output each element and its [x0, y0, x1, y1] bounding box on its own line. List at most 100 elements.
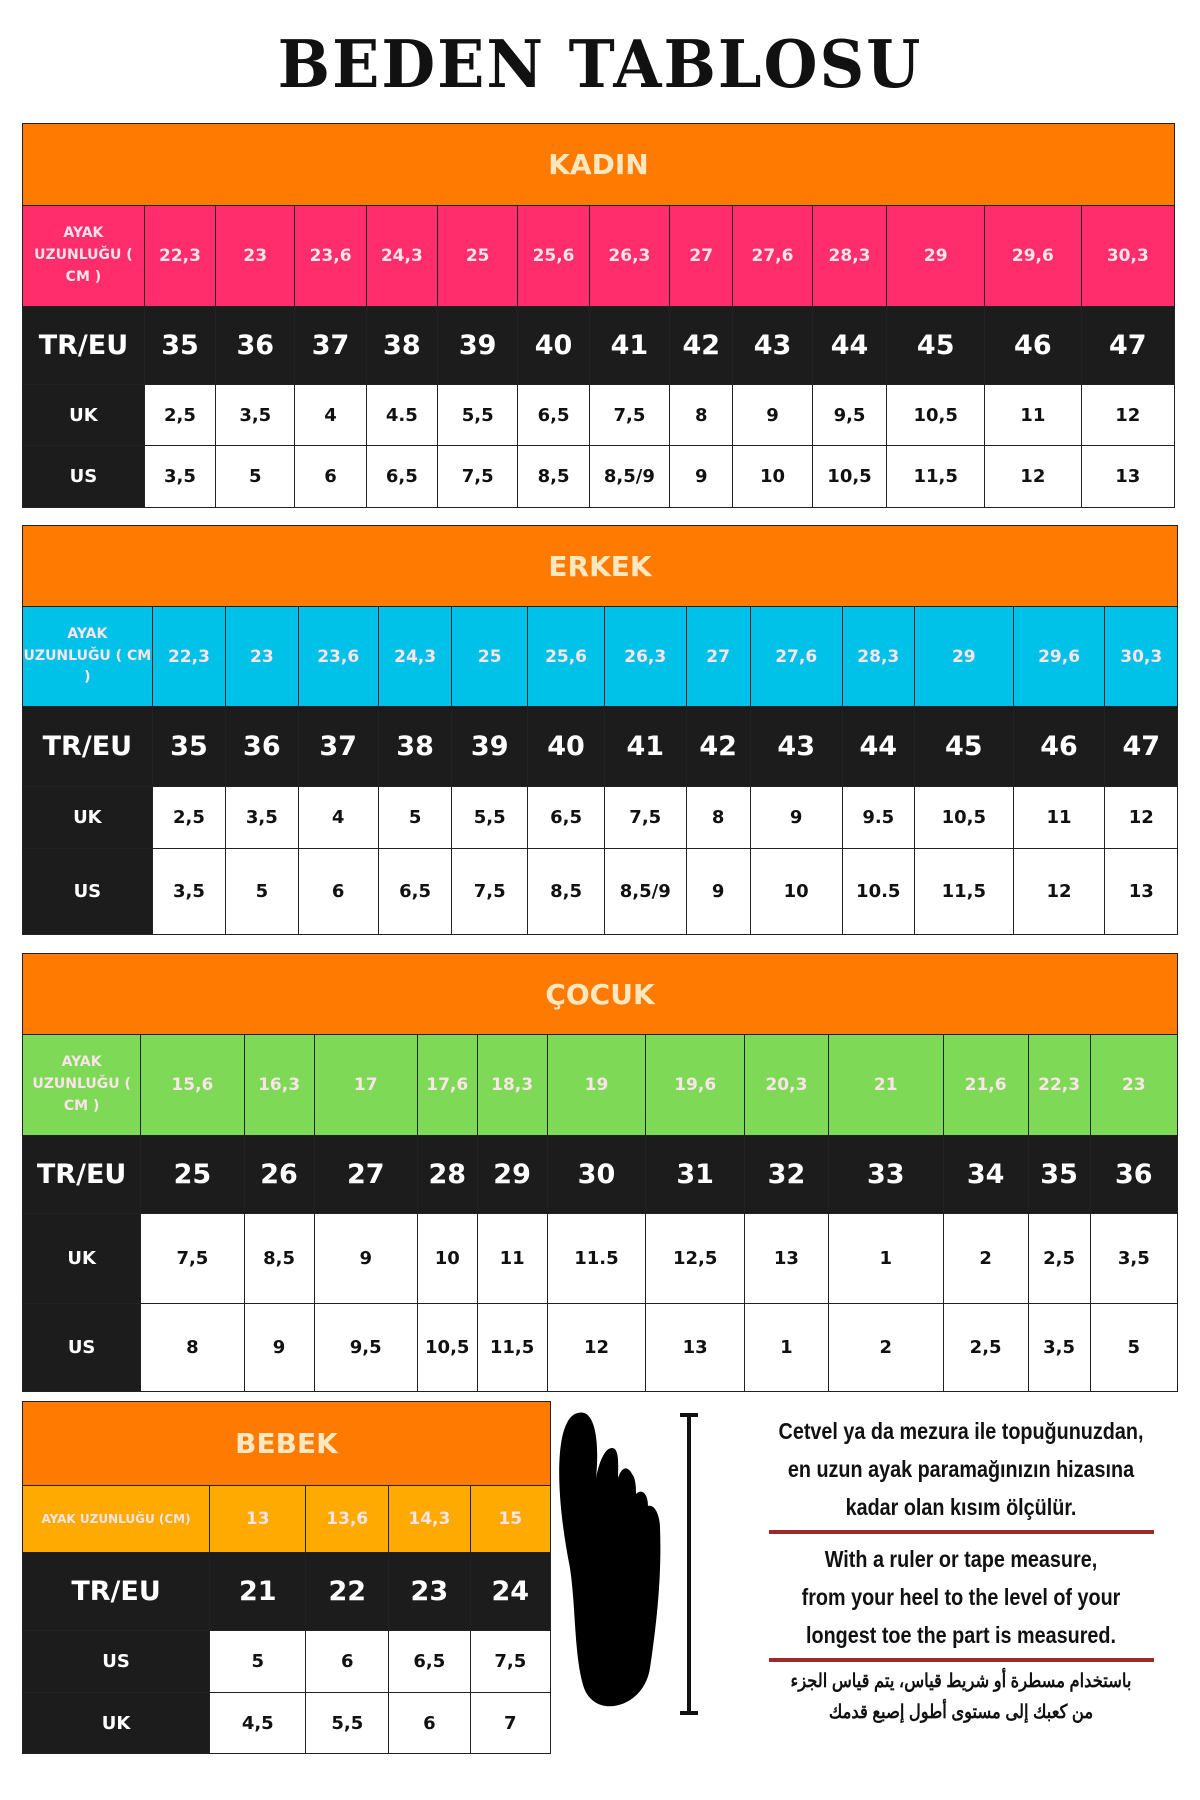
size-cell: 3,5 — [215, 384, 296, 446]
size-cell: 4,5 — [209, 1692, 307, 1754]
instruction-en-line: longest toe the part is measured. — [806, 1622, 1116, 1648]
uk-row: UK 7,5 8,5 9 10 11 11.5 12,5 13 1 2 2,5 3,5 — [21, 1213, 1179, 1304]
size-cell: 34 — [942, 1135, 1029, 1214]
size-cell: 9 — [243, 1303, 315, 1392]
size-cell: 6,5 — [388, 1630, 471, 1693]
size-cell: 29,6 — [1012, 606, 1106, 707]
size-cell: 6 — [294, 445, 367, 508]
size-cell: 40 — [517, 306, 590, 385]
size-cell: 12 — [1080, 384, 1176, 446]
size-cell: 4 — [297, 786, 379, 849]
row-label: UK — [21, 1213, 142, 1304]
size-cell: 30,3 — [1080, 205, 1176, 307]
row-label: UK — [21, 1692, 211, 1754]
size-cell: 11.5 — [546, 1213, 647, 1304]
size-cell: 6,5 — [377, 848, 453, 935]
size-cell: 32 — [744, 1135, 829, 1214]
size-cell: 1 — [827, 1213, 944, 1304]
size-cell: 23 — [225, 606, 299, 707]
measurement-instructions: Cetvel ya da mezura ile topuğunuzdan, en… — [736, 1412, 1186, 1726]
size-cell: 24,3 — [365, 205, 438, 307]
size-cell: 39 — [436, 306, 519, 385]
size-cell: 5 — [209, 1630, 307, 1693]
instruction-ar-line: من كعبك إلى مستوى أطول إصبع قدمك — [828, 1702, 1094, 1723]
size-cell: 25 — [436, 205, 519, 307]
table-header-row: BEBEK — [22, 1401, 551, 1486]
row-label: TR/EU — [21, 1135, 142, 1214]
size-cell: 21 — [827, 1034, 944, 1136]
us-row: US 5 6 6,5 7,5 — [21, 1630, 552, 1693]
size-cell: 3,5 — [151, 848, 227, 935]
table-title: BEBEK — [22, 1401, 551, 1486]
size-cell: 36 — [225, 706, 299, 787]
size-cell: 13 — [645, 1303, 746, 1392]
page-title: BEDEN TABLOSU — [277, 26, 923, 103]
size-cell: 2,5 — [942, 1303, 1029, 1392]
size-cell: 5,5 — [436, 384, 519, 446]
size-cell: 17 — [313, 1034, 418, 1136]
size-cell: 19,6 — [645, 1034, 746, 1136]
size-cell: 9 — [313, 1213, 418, 1304]
tr-eu-row: TR/EU 35 36 37 38 39 40 41 42 43 44 45 46 47 — [22, 706, 1178, 787]
men-size-table: ERKEK AYAK UZUNLUĞU ( CM ) 22,3 23 23,6 24,3 2… — [22, 525, 1178, 935]
size-cell: 11,5 — [913, 848, 1014, 935]
row-label: AYAK UZUNLUĞU ( CM ) — [22, 606, 153, 707]
size-cell: 10,5 — [913, 786, 1014, 849]
size-cell: 28 — [416, 1135, 478, 1214]
size-cell: 9,5 — [811, 384, 888, 446]
size-cell: 8,5 — [243, 1213, 315, 1304]
instruction-en-line: from your heel to the level of your — [801, 1584, 1121, 1610]
size-cell: 7,5 — [140, 1213, 245, 1304]
size-cell: 13 — [209, 1485, 307, 1553]
size-cell: 24,3 — [377, 606, 453, 707]
size-cell: 11 — [476, 1213, 548, 1304]
size-cell: 25 — [451, 606, 529, 707]
table-title: KADIN — [22, 123, 1175, 206]
size-cell: 11,5 — [886, 445, 986, 508]
size-cell: 27,6 — [732, 205, 813, 307]
size-cell: 12,5 — [645, 1213, 746, 1304]
row-label: US — [22, 445, 145, 508]
size-cell: 27 — [685, 606, 751, 707]
size-cell: 7,5 — [436, 445, 519, 508]
size-cell: 10,5 — [886, 384, 986, 446]
size-cell: 46 — [1012, 706, 1106, 787]
size-cell: 30,3 — [1104, 606, 1178, 707]
row-label: AYAK UZUNLUĞU ( CM ) — [21, 1034, 142, 1136]
size-cell: 5,5 — [451, 786, 529, 849]
size-cell: 15 — [469, 1485, 552, 1553]
size-cell: 10,5 — [811, 445, 888, 508]
size-cell: 27 — [669, 205, 734, 307]
size-cell: 11,5 — [476, 1303, 548, 1392]
size-cell: 4 — [294, 384, 367, 446]
uk-row: UK 2,5 3,5 4 5 5,5 6,5 7,5 8 9 9.5 10,5 11 12 — [22, 786, 1178, 849]
size-cell: 29 — [476, 1135, 548, 1214]
size-cell: 8 — [669, 384, 734, 446]
size-cell: 2,5 — [1027, 1213, 1091, 1304]
size-cell: 13 — [1080, 445, 1176, 508]
size-cell: 29,6 — [984, 205, 1082, 307]
size-cell: 13 — [744, 1213, 829, 1304]
size-cell: 20,3 — [744, 1034, 829, 1136]
size-cell: 7,5 — [604, 786, 687, 849]
size-cell: 7,5 — [469, 1630, 552, 1693]
size-cell: 42 — [669, 306, 734, 385]
row-label: UK — [22, 786, 153, 849]
size-cell: 6,5 — [517, 384, 590, 446]
size-cell: 43 — [749, 706, 843, 787]
size-cell: 37 — [294, 306, 367, 385]
foot-length-row: AYAK UZUNLUĞU (CM) 13 13,6 14,3 15 — [21, 1485, 552, 1553]
size-cell: 23 — [1089, 1034, 1179, 1136]
size-cell: 8,5 — [527, 848, 605, 935]
size-cell: 46 — [984, 306, 1082, 385]
size-cell: 4.5 — [365, 384, 438, 446]
size-cell: 3,5 — [1089, 1213, 1179, 1304]
table-header-row: ÇOCUK — [22, 953, 1178, 1035]
size-cell: 6 — [388, 1692, 471, 1754]
size-cell: 2,5 — [151, 786, 227, 849]
size-cell: 5 — [215, 445, 296, 508]
size-cell: 45 — [913, 706, 1014, 787]
tr-eu-row: TR/EU 35 36 37 38 39 40 41 42 43 44 45 46 47 — [22, 306, 1176, 385]
size-cell: 41 — [604, 706, 687, 787]
size-cell: 24 — [469, 1552, 552, 1631]
